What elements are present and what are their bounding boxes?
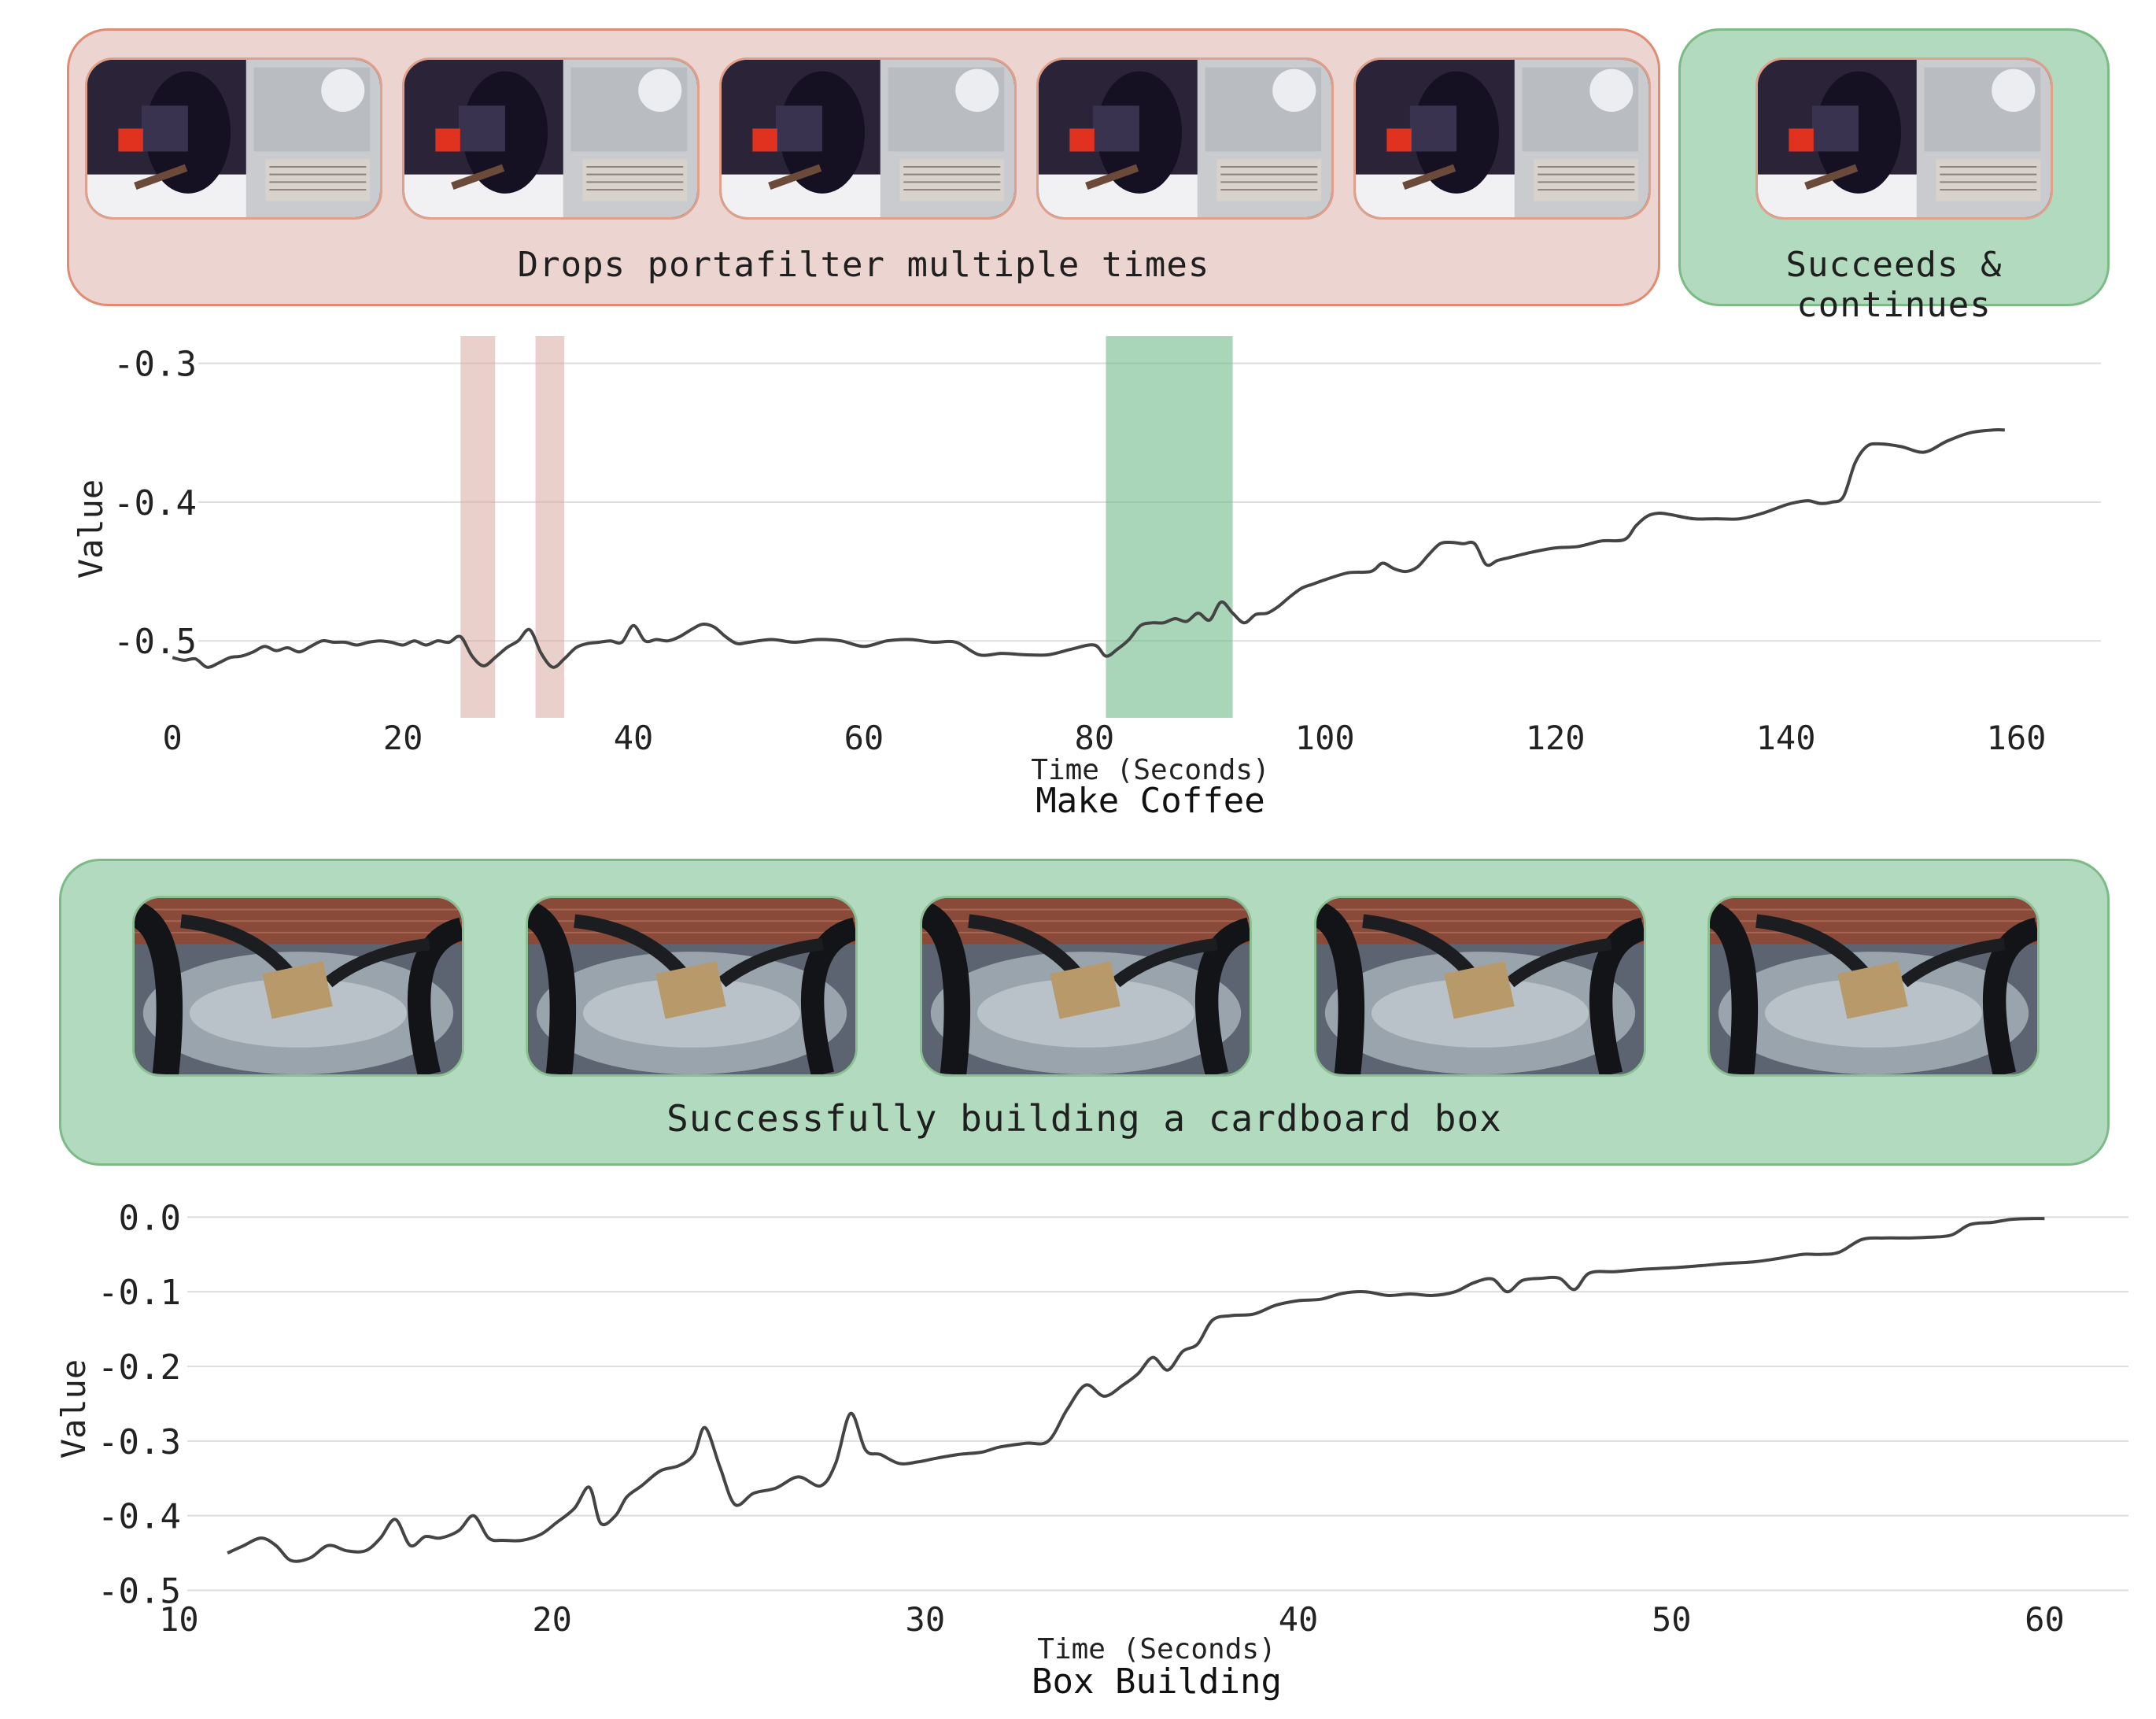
- coffee-failure-frame: [1036, 57, 1334, 220]
- failure-highlight-band: [535, 336, 565, 718]
- y-axis-label: Value: [54, 1359, 93, 1458]
- x-tick-label: 60: [2025, 1600, 2065, 1639]
- x-tick-label: 0: [163, 719, 183, 757]
- box-value-chart: 0.0 -0.1 -0.2 -0.3 -0.4 -0.510 20 30 40 50 60 Time …: [54, 1198, 2128, 1702]
- box-building-frame: [132, 896, 464, 1077]
- chart-title: Make Coffee: [1036, 781, 1264, 821]
- value-series-line: [227, 1217, 2045, 1563]
- box-caption: Successfully building a cardboard box: [666, 1097, 1502, 1140]
- chart-title: Box Building: [1032, 1662, 1282, 1702]
- coffee-failure-frame: [402, 57, 700, 220]
- coffee-failure-frame: [85, 57, 382, 220]
- x-tick-label: 20: [532, 1600, 572, 1639]
- value-series-line: [172, 428, 2005, 669]
- success-highlight-band: [1106, 336, 1233, 718]
- y-tick-label: -0.5: [98, 1572, 181, 1612]
- y-axis-label: Value: [72, 479, 110, 579]
- box-building-frame: [1707, 896, 2040, 1077]
- y-tick-label: -0.2: [98, 1347, 181, 1388]
- y-tick-label: -0.5: [113, 622, 197, 662]
- failure-highlight-band: [460, 336, 496, 718]
- box-building-frame: [526, 896, 858, 1077]
- y-tick-label: -0.3: [113, 345, 197, 385]
- x-tick-label: 100: [1295, 719, 1355, 757]
- y-tick-label: 0.0: [119, 1198, 181, 1238]
- x-tick-label: 40: [1279, 1600, 1319, 1639]
- y-tick-label: -0.4: [98, 1497, 181, 1537]
- x-tick-label: 120: [1526, 719, 1586, 757]
- success-caption: Succeeds & continues: [1785, 245, 2003, 325]
- x-tick-label: 140: [1756, 719, 1816, 757]
- x-tick-label: 80: [1075, 719, 1115, 757]
- x-axis-label: Time (Seconds): [1037, 1633, 1276, 1665]
- x-tick-label: 40: [614, 719, 654, 757]
- x-tick-label: 50: [1652, 1600, 1692, 1639]
- coffee-failure-frame: [719, 57, 1017, 220]
- box-building-frame: [1314, 896, 1646, 1077]
- x-tick-label: 160: [1987, 719, 2047, 757]
- coffee-failure-frame: [1353, 57, 1651, 220]
- x-tick-label: 20: [383, 719, 423, 757]
- x-axis-label: Time (Seconds): [1031, 754, 1269, 786]
- failure-caption: Drops portafilter multiple times: [517, 245, 1210, 285]
- y-tick-label: -0.4: [113, 483, 197, 523]
- coffee-success-frame: [1755, 57, 2053, 220]
- x-tick-label: 10: [159, 1600, 199, 1639]
- y-tick-label: -0.3: [98, 1422, 181, 1462]
- x-tick-label: 60: [844, 719, 884, 757]
- y-tick-label: -0.1: [98, 1273, 181, 1313]
- box-building-frame: [920, 896, 1252, 1077]
- x-tick-label: 30: [906, 1600, 946, 1639]
- coffee-value-chart: -0.3 -0.4 -0.5 0 20 40 60 80 100 120 140 160 Time (S…: [72, 336, 2101, 821]
